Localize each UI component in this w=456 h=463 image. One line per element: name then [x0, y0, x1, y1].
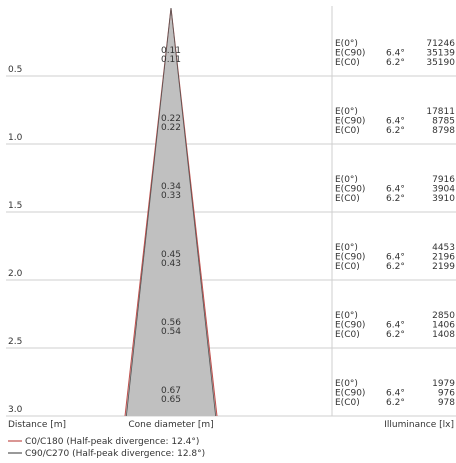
distance-axis-label: Distance [m] — [8, 420, 66, 430]
ec90-value: 976 — [438, 389, 455, 399]
c0-angle-label: 6.2° — [386, 58, 405, 68]
legend-label-c0: C0/C180 (Half-peak divergence: 12.4°) — [25, 437, 199, 447]
e0-value: 71246 — [426, 39, 455, 49]
diameter-c90-label: 0.22 — [161, 123, 181, 133]
e0-label: E(0°) — [335, 175, 358, 185]
cone-edge-c90-right — [170, 7, 217, 417]
e0-value: 17811 — [426, 107, 455, 117]
c90-angle-label: 6.4° — [386, 253, 405, 263]
diameter-c0-label: 0.22 — [161, 114, 181, 124]
c90-angle-label: 6.4° — [386, 49, 405, 59]
diameter-c90-label: 0.54 — [161, 327, 181, 337]
ec90-label: E(C90) — [335, 185, 365, 195]
cone-edge-c90 — [125, 7, 172, 417]
ec0-label: E(C0) — [335, 126, 360, 136]
e0-label: E(0°) — [335, 379, 358, 389]
ec90-value: 1406 — [432, 321, 455, 331]
legend-label-c90: C90/C270 (Half-peak divergence: 12.8°) — [25, 449, 205, 459]
e0-value: 4453 — [432, 243, 455, 253]
distance-tick-label: 2.5 — [8, 337, 22, 347]
ec90-label: E(C90) — [335, 321, 365, 331]
ec90-value: 35139 — [426, 49, 455, 59]
c0-angle-label: 6.2° — [386, 398, 405, 408]
ec0-label: E(C0) — [335, 398, 360, 408]
c90-angle-label: 6.4° — [386, 321, 405, 331]
ec0-label: E(C0) — [335, 194, 360, 204]
c0-angle-label: 6.2° — [386, 330, 405, 340]
diameter-c0-label: 0.34 — [161, 182, 181, 192]
ec90-value: 2196 — [432, 253, 455, 263]
ec0-value: 35190 — [426, 58, 455, 68]
c0-angle-label: 6.2° — [386, 126, 405, 136]
diameter-c90-label: 0.11 — [161, 55, 181, 65]
c90-angle-label: 6.4° — [386, 117, 405, 127]
diameter-c90-label: 0.33 — [161, 191, 181, 201]
ec0-label: E(C0) — [335, 262, 360, 272]
ec0-value: 978 — [438, 398, 455, 408]
diameter-c0-label: 0.56 — [161, 318, 181, 328]
row-labels: 0.50.110.11E(0°)E(C90)E(C0)6.4°6.2°71246… — [8, 39, 455, 415]
c0-angle-label: 6.2° — [386, 194, 405, 204]
e0-label: E(0°) — [335, 107, 358, 117]
ec90-value: 3904 — [432, 185, 455, 195]
e0-label: E(0°) — [335, 311, 358, 321]
distance-tick-label: 1.5 — [8, 201, 22, 211]
diameter-c0-label: 0.67 — [161, 386, 181, 396]
distance-tick-label: 3.0 — [8, 405, 23, 415]
illuminance-axis-label: Illuminance [lx] — [384, 420, 454, 430]
e0-label: E(0°) — [335, 39, 358, 49]
ec0-label: E(C0) — [335, 58, 360, 68]
distance-tick-label: 1.0 — [8, 133, 23, 143]
ec0-value: 2199 — [432, 262, 455, 272]
grid — [6, 75, 456, 349]
ec0-value: 3910 — [432, 194, 455, 204]
ec90-label: E(C90) — [335, 49, 365, 59]
ec90-label: E(C90) — [335, 253, 365, 263]
diameter-c90-label: 0.43 — [161, 259, 181, 269]
diameter-c0-label: 0.45 — [161, 250, 181, 260]
e0-label: E(0°) — [335, 243, 358, 253]
e0-value: 2850 — [432, 311, 455, 321]
cone-shape — [125, 8, 217, 416]
ec90-value: 8785 — [432, 117, 455, 127]
diameter-c90-label: 0.65 — [161, 395, 181, 405]
c0-angle-label: 6.2° — [386, 262, 405, 272]
ec90-label: E(C90) — [335, 117, 365, 127]
e0-value: 1979 — [432, 379, 455, 389]
e0-value: 7916 — [432, 175, 455, 185]
c90-angle-label: 6.4° — [386, 185, 405, 195]
ec0-value: 1408 — [432, 330, 455, 340]
distance-tick-label: 2.0 — [8, 269, 23, 279]
c90-angle-label: 6.4° — [386, 389, 405, 399]
ec0-value: 8798 — [432, 126, 455, 136]
ec0-label: E(C0) — [335, 330, 360, 340]
diameter-c0-label: 0.11 — [161, 46, 181, 56]
distance-tick-label: 0.5 — [8, 65, 22, 75]
diameter-axis-label: Cone diameter [m] — [128, 420, 213, 430]
ec90-label: E(C90) — [335, 389, 365, 399]
